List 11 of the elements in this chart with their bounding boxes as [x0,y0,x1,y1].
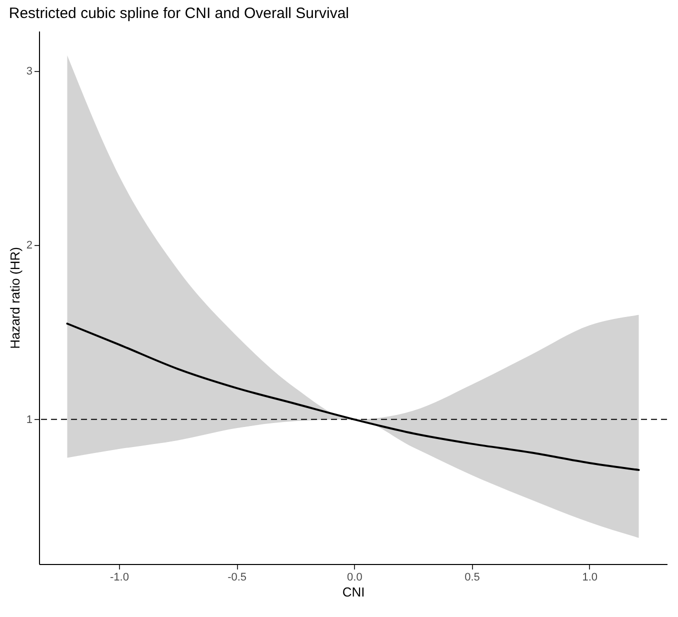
y-tick-label: 2 [26,240,32,252]
y-tick-label: 1 [26,414,32,426]
x-tick-label: 1.0 [582,572,598,584]
x-tick-label: 0.0 [347,572,362,584]
chart-title: Restricted cubic spline for CNI and Overall Survival [8,5,350,22]
x-tick-label: 0.5 [464,572,480,584]
x-axis-title: CNI [342,584,365,600]
y-tick-label: 3 [26,66,32,78]
y-axis-title: Hazard ratio (HR) [7,247,22,349]
x-tick-label: -0.5 [228,572,247,584]
x-tick-label: -1.0 [110,572,129,584]
